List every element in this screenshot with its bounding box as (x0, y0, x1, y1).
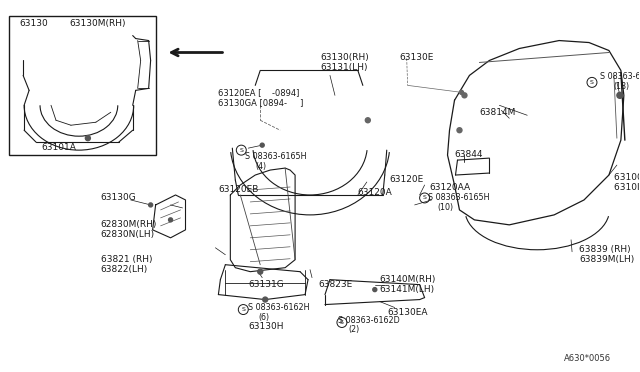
Circle shape (462, 93, 467, 98)
Text: 63100 (RH): 63100 (RH) (614, 173, 640, 182)
Text: (6): (6) (258, 312, 269, 321)
Text: 63130(RH): 63130(RH) (320, 54, 369, 62)
Text: 63120AA: 63120AA (429, 183, 470, 192)
Text: 63101A: 63101A (41, 143, 76, 152)
Circle shape (148, 203, 152, 207)
Text: 63131(LH): 63131(LH) (320, 64, 367, 73)
Text: 63141M(LH): 63141M(LH) (380, 285, 435, 294)
Text: S 08363-6162D: S 08363-6162D (338, 315, 400, 324)
Text: S: S (241, 307, 245, 312)
Text: 63839M(LH): 63839M(LH) (579, 255, 634, 264)
Text: 63844: 63844 (454, 150, 483, 159)
Circle shape (373, 288, 377, 292)
Circle shape (262, 297, 268, 302)
Text: 63130: 63130 (19, 19, 48, 28)
Text: 63821 (RH): 63821 (RH) (101, 255, 152, 264)
Circle shape (260, 143, 264, 147)
Text: A630*0056: A630*0056 (564, 355, 611, 363)
Text: 63120EA [    -0894]: 63120EA [ -0894] (218, 89, 300, 97)
Text: 63130E: 63130E (400, 54, 434, 62)
Circle shape (168, 218, 173, 222)
Text: S 08363-6162H: S 08363-6162H (248, 302, 310, 312)
Text: S: S (239, 148, 243, 153)
Text: 63120A: 63120A (358, 188, 392, 197)
Text: 63130EA: 63130EA (388, 308, 428, 317)
Text: (10): (10) (438, 203, 454, 212)
Circle shape (457, 128, 462, 133)
Text: (18): (18) (613, 82, 629, 92)
Text: (4): (4) (255, 162, 266, 171)
Circle shape (85, 136, 90, 141)
Text: S: S (422, 195, 426, 201)
Text: 6310I (LH): 6310I (LH) (614, 183, 640, 192)
Text: S 08363-6165H: S 08363-6165H (245, 152, 307, 161)
Circle shape (365, 118, 371, 123)
Text: 63839 (RH): 63839 (RH) (579, 245, 630, 254)
Text: 63130GA [0894-     ]: 63130GA [0894- ] (218, 98, 304, 108)
Text: 62830M(RH): 62830M(RH) (101, 220, 157, 229)
Text: S: S (340, 320, 344, 325)
Text: 63814M: 63814M (479, 108, 516, 117)
Text: 63823E: 63823E (318, 280, 352, 289)
Bar (9, 16, 156, 155)
Text: (2): (2) (348, 326, 359, 334)
Text: S: S (590, 80, 594, 85)
Text: 63130H: 63130H (248, 323, 284, 331)
Text: 63822(LH): 63822(LH) (101, 265, 148, 274)
Text: 63130M(RH): 63130M(RH) (69, 19, 125, 28)
Circle shape (460, 90, 463, 94)
Text: 62830N(LH): 62830N(LH) (101, 230, 155, 239)
Circle shape (617, 92, 623, 98)
Text: 63140M(RH): 63140M(RH) (380, 275, 436, 284)
Text: 63120E: 63120E (390, 175, 424, 184)
Text: 63130G: 63130G (101, 193, 136, 202)
Text: S 08363-6165H: S 08363-6165H (428, 193, 489, 202)
Text: S 08363-6165G: S 08363-6165G (600, 73, 640, 81)
Text: 63120EB: 63120EB (218, 185, 259, 194)
Text: 63131G: 63131G (248, 280, 284, 289)
Circle shape (258, 269, 262, 274)
